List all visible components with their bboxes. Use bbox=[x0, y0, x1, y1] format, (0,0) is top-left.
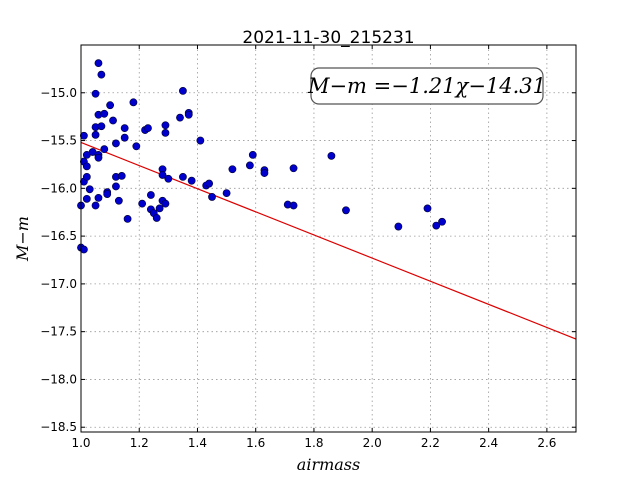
data-point bbox=[164, 174, 173, 183]
x-tick-label: 2.0 bbox=[363, 436, 382, 450]
data-point bbox=[97, 122, 106, 131]
data-point bbox=[100, 145, 109, 154]
axis-ticks: 1.0 1.2 1.4 1.6 1.8 2.0 2.2 2.4 2.6 −15.0 −15.5 −16… bbox=[40, 45, 576, 450]
data-point bbox=[176, 113, 184, 122]
data-point bbox=[100, 109, 109, 118]
data-point bbox=[106, 101, 115, 110]
data-point bbox=[184, 110, 193, 119]
x-tick-label: 2.2 bbox=[421, 436, 440, 450]
data-point bbox=[260, 169, 269, 177]
data-points bbox=[77, 59, 446, 254]
y-tick-label: −15.5 bbox=[40, 134, 77, 148]
data-point bbox=[91, 130, 100, 139]
data-point bbox=[109, 116, 117, 125]
data-point bbox=[132, 142, 141, 151]
x-tick-label: 2.4 bbox=[479, 436, 498, 450]
y-tick-label: −17.0 bbox=[40, 277, 77, 291]
data-point bbox=[94, 153, 103, 162]
data-point bbox=[80, 245, 88, 254]
data-point bbox=[327, 151, 336, 160]
data-point bbox=[112, 139, 120, 148]
y-tick-label: −16.0 bbox=[40, 181, 77, 195]
x-tick-label: 1.2 bbox=[130, 436, 149, 450]
y-tick-label: −18.0 bbox=[40, 372, 77, 386]
x-tick-label: 1.4 bbox=[188, 436, 207, 450]
data-point bbox=[85, 185, 94, 194]
data-point bbox=[187, 176, 196, 185]
data-point bbox=[222, 189, 231, 198]
data-point bbox=[120, 124, 129, 133]
data-point bbox=[152, 214, 161, 222]
data-point bbox=[179, 86, 187, 95]
data-point bbox=[120, 133, 129, 142]
y-tick-label: −15.0 bbox=[40, 86, 77, 100]
x-tick-label: 2.6 bbox=[537, 436, 556, 450]
data-point bbox=[161, 199, 170, 208]
x-tick-label: 1.0 bbox=[71, 436, 90, 450]
fit-equation-label: M−m =−1.21χ−14.31 bbox=[307, 74, 546, 98]
x-axis-label: airmass bbox=[297, 455, 360, 474]
x-tick-label: 1.8 bbox=[304, 436, 323, 450]
data-point bbox=[94, 193, 103, 202]
plot-frame bbox=[80, 44, 577, 433]
y-tick-label: −16.5 bbox=[40, 229, 77, 243]
annotation-box bbox=[310, 67, 544, 105]
data-point bbox=[158, 171, 167, 179]
data-point bbox=[91, 89, 100, 98]
data-point bbox=[432, 221, 441, 230]
x-tick-label: 1.6 bbox=[246, 436, 265, 450]
data-point bbox=[438, 217, 446, 226]
data-point bbox=[228, 165, 237, 174]
y-axis-label: M−m bbox=[13, 216, 32, 262]
data-point bbox=[80, 131, 88, 140]
data-point bbox=[138, 199, 147, 208]
data-point bbox=[103, 190, 112, 198]
y-tick-label: −17.5 bbox=[40, 325, 77, 339]
data-point bbox=[144, 124, 152, 133]
data-point bbox=[129, 98, 138, 107]
data-point bbox=[205, 179, 214, 188]
y-tick-label: −18.5 bbox=[40, 420, 77, 434]
data-point bbox=[245, 161, 254, 170]
data-point bbox=[161, 121, 170, 130]
data-point bbox=[82, 194, 91, 203]
data-point bbox=[161, 129, 170, 137]
data-point bbox=[123, 215, 132, 223]
data-point bbox=[91, 201, 100, 210]
data-point bbox=[248, 150, 257, 159]
data-point bbox=[146, 191, 155, 199]
data-point bbox=[82, 172, 91, 181]
data-point bbox=[112, 182, 120, 191]
data-point bbox=[289, 164, 298, 173]
data-point bbox=[114, 196, 123, 205]
data-point bbox=[342, 206, 350, 215]
data-point bbox=[94, 59, 103, 68]
data-point bbox=[179, 172, 187, 181]
data-point bbox=[155, 204, 164, 213]
data-point bbox=[97, 70, 106, 79]
chart-title: 2021-11-30_215231 bbox=[242, 28, 414, 48]
data-point bbox=[82, 162, 91, 171]
data-point bbox=[196, 136, 205, 145]
data-point bbox=[117, 172, 126, 180]
plot-area bbox=[81, 45, 576, 432]
data-point bbox=[289, 201, 298, 210]
data-point bbox=[208, 193, 216, 201]
data-point bbox=[394, 222, 403, 231]
data-point bbox=[423, 204, 432, 213]
